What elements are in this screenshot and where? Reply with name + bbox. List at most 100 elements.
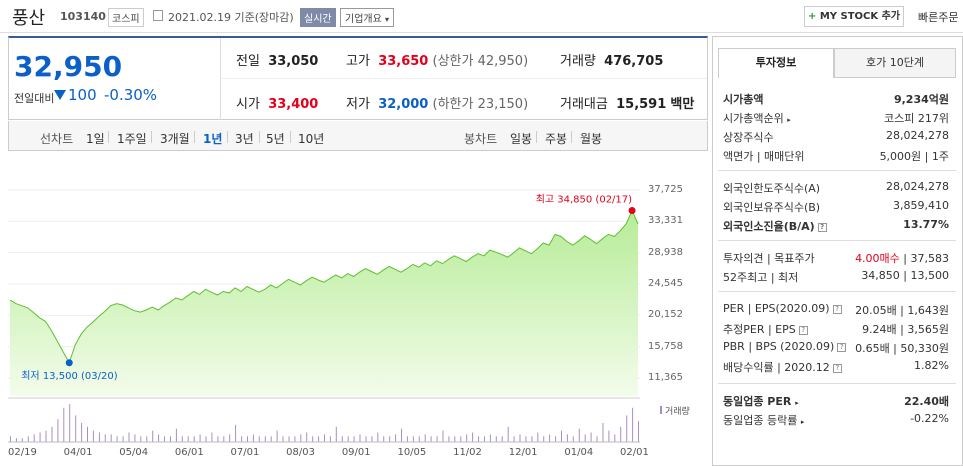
volume-bar [306,432,308,442]
x-tick-label: 02/01 [620,447,649,458]
help-icon[interactable]: ? [798,325,808,335]
tab-5y[interactable]: 5년 [266,132,285,146]
industry-rate-label[interactable]: 동일업종 등락률 ▸ [723,414,805,427]
volume-legend: 거래량 [665,405,690,417]
day-low: 저가 32,000 (하한가 23,150) [346,97,529,112]
volume-bar [152,430,154,442]
price-change: 100 [68,86,97,104]
opinion-value: 4.00매수 | 37,583 [855,252,949,265]
volume-bar [300,434,302,442]
volume-bar [365,436,367,442]
x-tick-label: 01/04 [564,447,594,458]
volume-bar [460,436,462,442]
tab-separator [536,131,537,143]
volume-bar [507,426,509,442]
volume-bar [466,434,468,442]
industry-per-value: 22.40배 [904,395,949,408]
stock-name: 풍산 [12,8,46,29]
help-icon[interactable]: ? [832,363,842,373]
volume-bar [211,432,213,442]
tab-3y[interactable]: 3년 [235,132,254,146]
volume-bar [590,432,592,442]
volume-bar [418,436,420,442]
volume-bar [81,423,83,442]
volume-bar [347,436,349,442]
volume-bar [110,434,112,442]
chevron-down-icon: ▾ [385,15,390,24]
industry-per-label[interactable]: 동일업종 PER ▸ [723,395,799,408]
low-marker [65,359,73,367]
x-tick-label: 08/03 [286,447,315,458]
volume-bar [312,436,314,442]
foreign-limit-value: 28,024,278 [886,180,949,193]
volume-bar [33,434,35,442]
volume-bar [436,436,438,442]
pbr-label: PBR | BPS (2020.09)? [723,340,847,353]
volume-bar [549,434,551,442]
line-chart-label: 선차트 [40,132,74,146]
volume-bar [513,436,515,442]
listed-shares-label: 상장주식수 [723,131,774,144]
pbr-value: 0.65배 | 50,330원 [855,342,949,355]
y-tick-label: 20,152 [648,309,683,321]
volume-bar [98,432,100,442]
tab-1y[interactable]: 1년 [203,132,223,146]
volume-bar [264,436,266,442]
volume-bar [45,430,47,442]
tab-investment-info[interactable]: 투자정보 [718,48,834,78]
volume-bar [561,430,562,442]
help-icon[interactable]: ? [832,304,842,314]
week52-value: 34,850 | 13,500 [861,269,949,282]
tab-separator [108,131,109,143]
tab-3m[interactable]: 3개월 [160,132,190,146]
per-value: 20.05배 | 1,643원 [855,304,949,317]
volume-bar [181,436,183,442]
x-tick-label: 07/01 [230,447,260,458]
volume-bar [241,436,243,442]
y-tick-label: 28,938 [648,246,683,258]
day-high: 고가 33,650 (상한가 42,950) [346,54,529,69]
price-chart[interactable]: 최고 34,850 (02/17) 최저 13,500 (03/20) 거래량 [8,152,708,466]
volume-bar [484,436,485,442]
market-cap-rank-label[interactable]: 시가총액순위 ▸ [723,112,791,125]
stock-code: 103140 [60,10,106,23]
help-icon[interactable]: ? [817,222,827,232]
volume-bar [270,436,272,442]
tab-weekly-candle[interactable]: 주봉 [545,132,568,146]
add-my-stock-button[interactable]: + MY STOCK 추가 [804,6,904,27]
volume-bar [371,436,373,442]
volume-bar [638,421,639,442]
quick-order-link[interactable]: 빠른주문 [918,11,959,24]
x-tick-label: 02/19 [8,447,37,458]
tab-daily-candle[interactable]: 일봉 [510,132,533,146]
price-line [9,209,639,365]
volume-bar [205,436,207,442]
volume-bar [572,436,574,442]
open-price: 시가 33,400 [236,97,319,112]
tab-10y[interactable]: 10년 [298,132,325,146]
company-profile-dropdown[interactable]: 기업개요 ▾ [340,8,395,27]
volume-bar [217,436,219,442]
volume-bar [324,434,325,442]
tab-order-book[interactable]: 호가 10단계 [834,48,956,78]
volume-bar [584,434,586,442]
quote-date: 2021.02.19 기준(장마감) [168,11,294,24]
realtime-button[interactable]: 실시간 [300,8,336,27]
volume-bar [519,434,521,442]
tab-monthly-candle[interactable]: 월봉 [580,132,603,146]
volume-bar [389,436,391,442]
volume-bar [341,436,343,442]
foreign-limit-label: 외국인한도주식수(A) [723,182,821,195]
help-icon[interactable]: ? [837,342,847,352]
tab-1d[interactable]: 1일 [86,132,105,146]
volume-bar [406,436,408,442]
stock-header [0,0,963,33]
tab-1w[interactable]: 1주일 [117,132,147,146]
y-tick-label: 24,545 [648,278,683,289]
y-tick-label: 33,331 [648,215,683,227]
volume-bar [247,436,248,442]
volume-bar [63,407,65,442]
volume-bar [602,423,604,442]
dividend-label: 배당수익률 | 2020.12? [723,359,842,375]
price-area [10,210,638,396]
